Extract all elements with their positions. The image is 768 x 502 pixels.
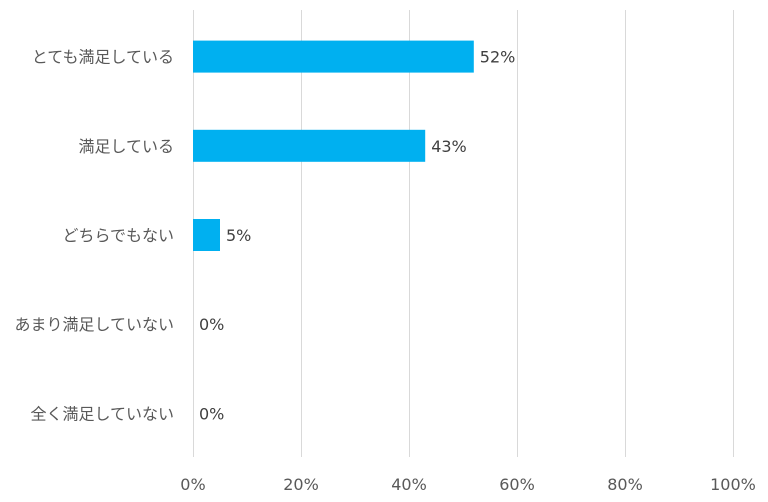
category-label: あまり満足していない <box>14 315 174 334</box>
bar <box>193 219 220 251</box>
x-tick-label: 60% <box>499 475 535 494</box>
x-tick-label: 80% <box>607 475 643 494</box>
x-tick-label: 100% <box>710 475 756 494</box>
category-labels: とても満足している満足しているどちらでもないあまり満足していない全く満足していな… <box>14 48 174 424</box>
category-label: 満足している <box>78 137 174 156</box>
x-tick-label: 20% <box>283 475 319 494</box>
bar <box>193 40 474 73</box>
x-tick-label: 40% <box>391 475 427 494</box>
data-label: 0% <box>199 404 224 423</box>
bar <box>193 129 426 162</box>
category-label: どちらでもない <box>62 226 174 245</box>
category-label: 全く満足していない <box>30 404 174 423</box>
x-tick-label: 0% <box>180 475 205 494</box>
bars <box>193 40 474 251</box>
data-label: 5% <box>226 226 251 245</box>
category-label: とても満足している <box>32 48 174 67</box>
data-label: 43% <box>431 137 467 156</box>
x-axis-tick-labels: 0% 20% 40% 60% 80% 100% <box>180 475 756 494</box>
data-label: 52% <box>480 48 516 67</box>
data-labels: 52% 43% 5% 0% 0% <box>199 48 515 424</box>
gridlines <box>193 10 734 457</box>
data-label: 0% <box>199 315 224 334</box>
